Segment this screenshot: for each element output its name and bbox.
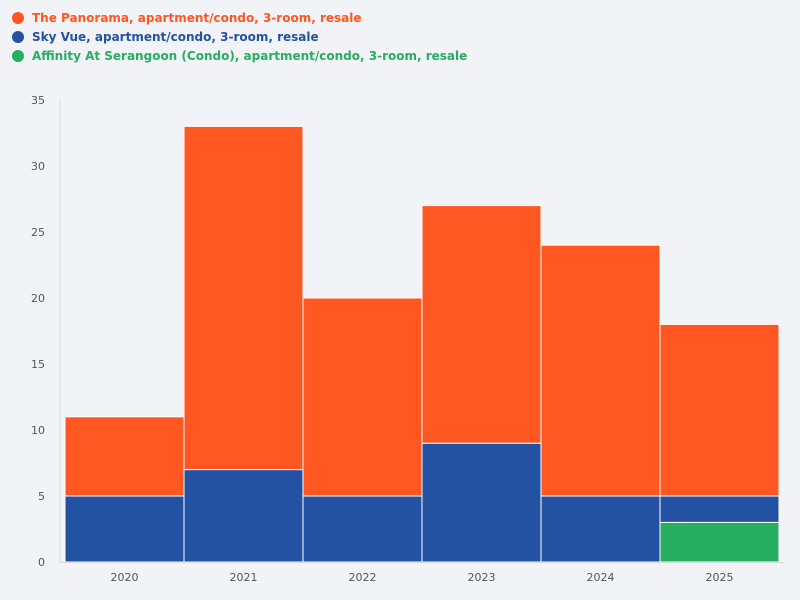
bar-sky-vue-2024[interactable] bbox=[540, 495, 661, 563]
bar-sky-vue-2025[interactable] bbox=[659, 495, 780, 523]
bar-sky-vue-2022[interactable] bbox=[302, 495, 423, 563]
bar-the-panorama-2023[interactable] bbox=[421, 205, 542, 444]
bar-the-panorama-2020[interactable] bbox=[64, 416, 185, 497]
legend-marker bbox=[12, 49, 24, 62]
x-tick-label: 2024 bbox=[587, 571, 615, 584]
y-tick-label: 25 bbox=[31, 226, 45, 239]
x-tick-label: 2021 bbox=[230, 571, 258, 584]
bar-sky-vue-2021[interactable] bbox=[183, 469, 304, 563]
x-tick-label: 2022 bbox=[349, 571, 377, 584]
bar-the-panorama-2025[interactable] bbox=[659, 323, 780, 497]
legend-label: The Panorama, apartment/condo, 3-room, r… bbox=[32, 10, 362, 25]
bar-the-panorama-2022[interactable] bbox=[302, 297, 423, 497]
y-tick-label: 15 bbox=[31, 358, 45, 371]
legend-label: Affinity At Serangoon (Condo), apartment… bbox=[32, 48, 468, 63]
legend-item-the-panorama-apartment-c[interactable]: The Panorama, apartment/condo, 3-room, r… bbox=[12, 8, 467, 27]
legend-marker bbox=[12, 11, 24, 24]
bar-the-panorama-2024[interactable] bbox=[540, 244, 661, 497]
x-tick-label: 2025 bbox=[706, 571, 734, 584]
y-tick-label: 5 bbox=[38, 490, 45, 503]
x-tick-label: 2023 bbox=[468, 571, 496, 584]
bar-sky-vue-2020[interactable] bbox=[64, 495, 185, 563]
y-tick-label: 10 bbox=[31, 424, 45, 437]
bar-the-panorama-2021[interactable] bbox=[183, 125, 304, 471]
legend-label: Sky Vue, apartment/condo, 3-room, resale bbox=[32, 29, 319, 44]
bar-sky-vue-2023[interactable] bbox=[421, 442, 542, 563]
y-tick-label: 0 bbox=[38, 556, 45, 569]
legend-marker bbox=[12, 30, 24, 43]
legend-item-sky-vue-apartment-condo-[interactable]: Sky Vue, apartment/condo, 3-room, resale bbox=[12, 27, 467, 46]
y-tick-label: 35 bbox=[31, 94, 45, 107]
legend: The Panorama, apartment/condo, 3-room, r… bbox=[12, 8, 467, 65]
y-tick-label: 20 bbox=[31, 292, 45, 305]
legend-item-affinity-at-serangoon-co[interactable]: Affinity At Serangoon (Condo), apartment… bbox=[12, 46, 467, 65]
y-tick-label: 30 bbox=[31, 160, 45, 173]
x-tick-label: 2020 bbox=[111, 571, 139, 584]
bar-affinity-at-serangoon-condo-2025[interactable] bbox=[659, 521, 780, 563]
